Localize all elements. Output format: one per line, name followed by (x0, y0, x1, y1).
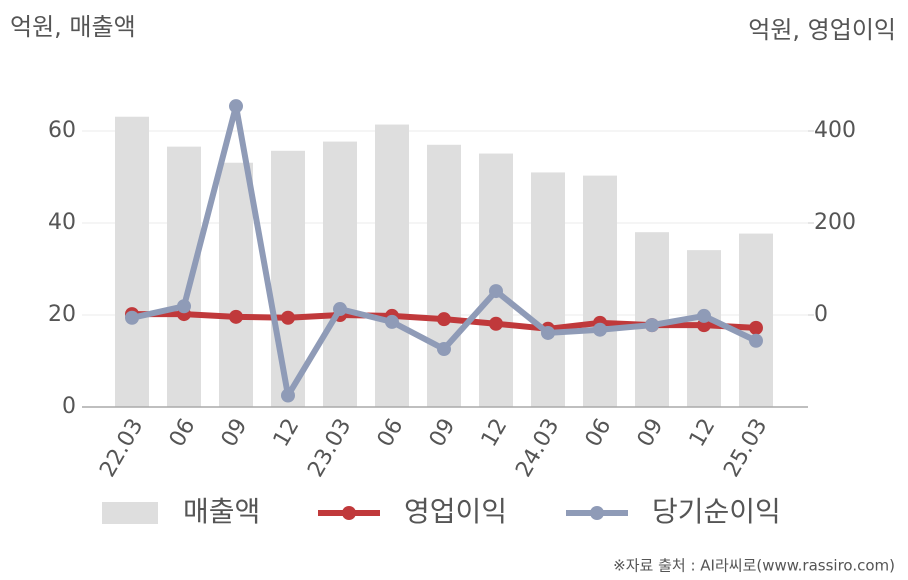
line-point (333, 302, 347, 317)
x-tick-label: 06 (165, 415, 201, 452)
x-tick-label: 09 (425, 415, 461, 452)
line-point (437, 312, 451, 327)
bar (271, 150, 305, 407)
y2-tick-label: 400 (814, 118, 856, 143)
x-tick-label: 09 (633, 415, 669, 452)
x-tick-label: 06 (373, 415, 409, 452)
legend-label: 매출액 (183, 495, 260, 528)
line-point (281, 388, 295, 403)
y-tick-label: 60 (48, 118, 76, 143)
line-point (125, 310, 139, 325)
line-point (229, 99, 243, 114)
line-point (645, 318, 659, 333)
line-point (593, 322, 607, 337)
y-axis-unit: 억원, 매출액 (10, 13, 136, 41)
line-point (229, 309, 243, 324)
x-tick-label: 23.03 (303, 415, 356, 482)
line-point (697, 308, 711, 323)
line-point (281, 310, 295, 325)
x-tick-label: 25.03 (719, 415, 772, 482)
y-tick-label: 40 (48, 210, 76, 235)
line-point (749, 320, 763, 335)
bar (375, 124, 409, 407)
x-tick-label: 12 (269, 415, 305, 452)
y-tick-label: 20 (48, 302, 76, 327)
bar (219, 162, 253, 407)
line-point (177, 299, 191, 314)
x-tick-label: 12 (477, 415, 513, 452)
line-point (489, 284, 503, 299)
x-tick-label: 22.03 (95, 415, 148, 482)
line-point (385, 314, 399, 329)
bar (323, 141, 357, 407)
bar (427, 144, 461, 408)
bar (583, 175, 617, 407)
line-point (437, 342, 451, 357)
bar (739, 233, 773, 407)
line-point (541, 325, 555, 340)
bar (531, 172, 565, 407)
legend-label: 당기순이익 (652, 495, 781, 528)
legend-swatch-point (342, 506, 356, 520)
bar (479, 153, 513, 407)
x-tick-label: 09 (217, 415, 253, 452)
line-point (749, 333, 763, 348)
y2-tick-label: 200 (814, 210, 856, 235)
y2-tick-label: 0 (814, 302, 828, 327)
y2-axis-unit: 억원, 영업이익 (748, 16, 896, 44)
legend-label: 영업이익 (404, 495, 507, 528)
y-tick-label: 0 (62, 394, 76, 419)
legend-swatch (102, 502, 158, 524)
bar (167, 146, 201, 407)
source-note: ※자료 출처 : AI라씨로(www.rassiro.com) (613, 557, 895, 575)
bar (115, 116, 149, 408)
x-tick-label: 24.03 (511, 415, 564, 482)
x-tick-label: 06 (581, 415, 617, 452)
line-point (489, 316, 503, 331)
x-tick-label: 12 (685, 415, 721, 452)
legend-swatch-point (590, 506, 604, 520)
